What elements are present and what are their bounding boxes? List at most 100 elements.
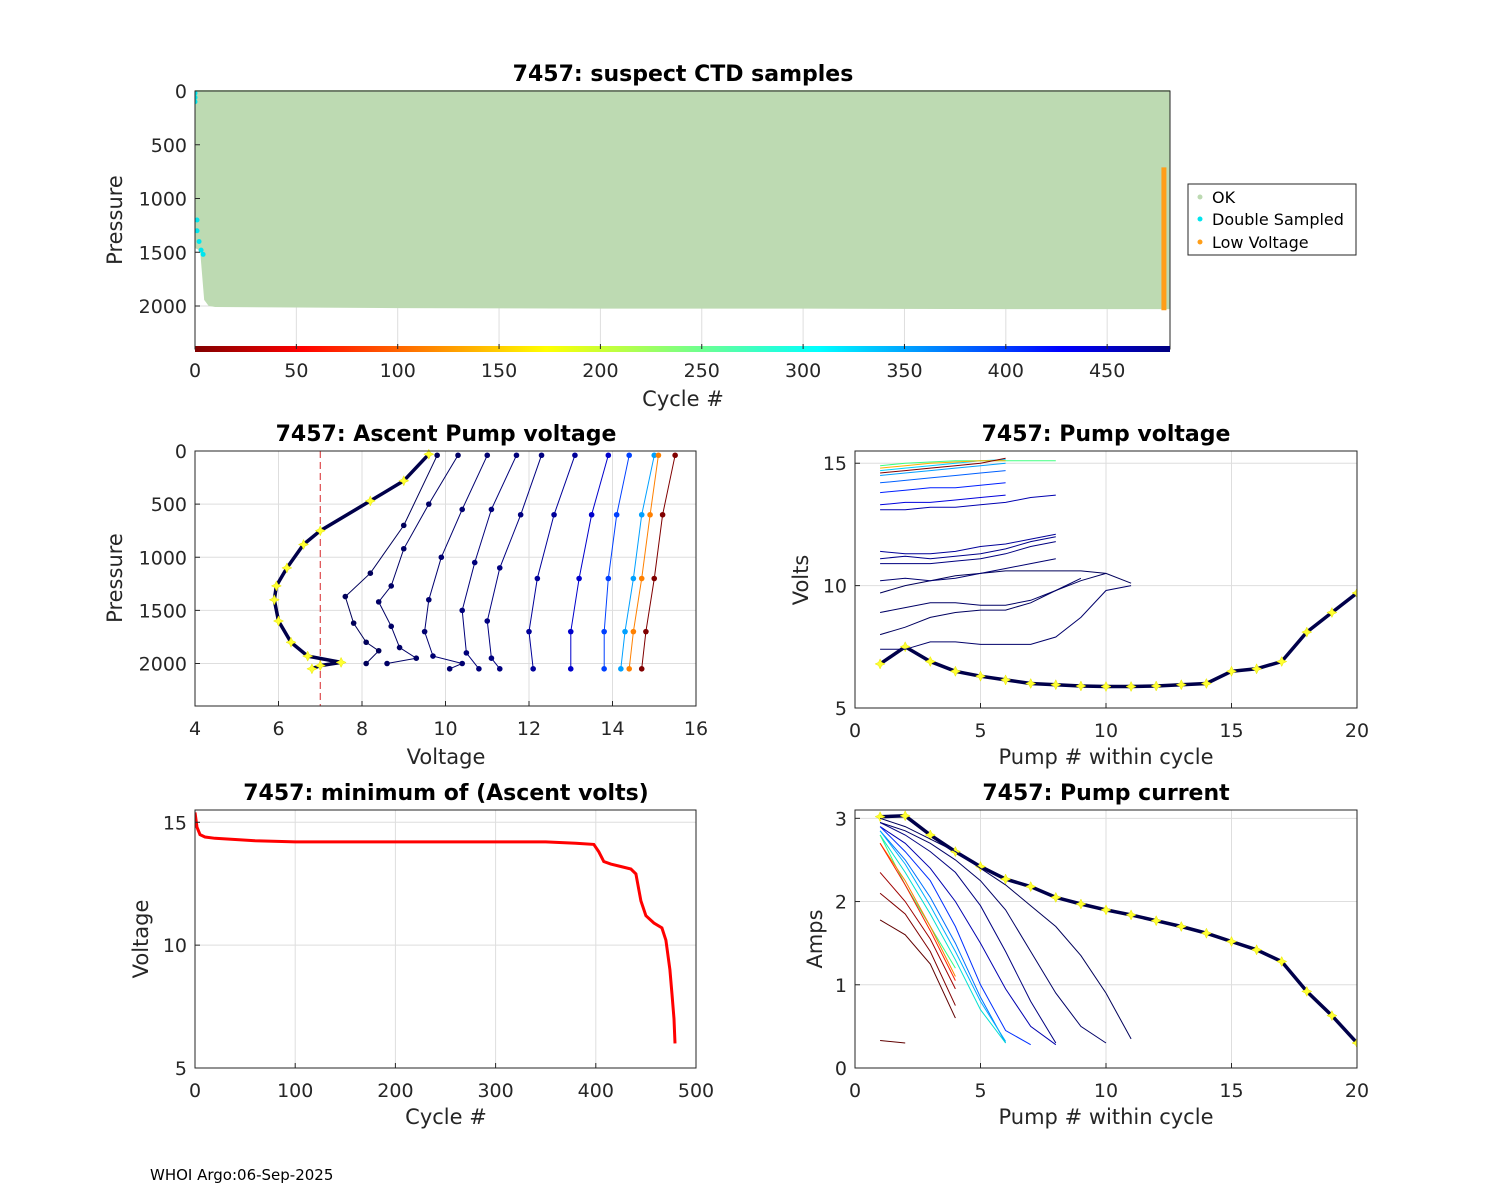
series-line-cycle-473 — [880, 558, 1056, 582]
series-marker-last-cycle — [1050, 891, 1062, 903]
series-line-cycle-465 — [461, 455, 517, 670]
series-marker-last-cycle — [999, 674, 1012, 686]
series-marker-cycle-400 — [601, 666, 607, 672]
series-marker-last-cycle — [268, 594, 280, 606]
x-tick-label: 5 — [974, 720, 986, 742]
ticks: 0 50 100 150 200 250 300 350 400 450 0 500 1000 1500 2… — [139, 81, 1126, 382]
series-marker-last-cycle — [1351, 1037, 1357, 1049]
x-tick-label: 500 — [678, 1080, 714, 1102]
series-marker-cycle-420 — [605, 452, 612, 459]
y-tick-label: 2000 — [139, 296, 187, 318]
chart-title: 7457: Pump voltage — [982, 422, 1231, 447]
double-sampled-point — [195, 99, 198, 105]
double-sampled-point — [198, 247, 204, 253]
series-line-cycle-476 — [879, 822, 1107, 1044]
series-marker-cycle-1 — [643, 628, 649, 635]
series-marker-cycle-474 — [388, 623, 395, 630]
x-tick-label: 400 — [988, 360, 1024, 382]
series-line-cycle-120 — [880, 460, 1006, 469]
ticks: 0 100 200 300 400 500 5 10 15 — [163, 812, 714, 1102]
y-axis-label: Amps — [803, 909, 827, 968]
y-tick-label: 500 — [151, 135, 187, 157]
chart-title: 7457: Pump current — [982, 781, 1230, 806]
series-line-cycle-200 — [880, 460, 1056, 467]
x-axis-label: Voltage — [407, 745, 486, 769]
series-marker-last-cycle — [1251, 944, 1263, 956]
series-marker-last-cycle — [285, 636, 297, 648]
series-marker-cycle-465 — [513, 452, 520, 459]
series-marker-cycle-474 — [375, 599, 382, 605]
x-tick-label: 150 — [481, 360, 517, 382]
x-tick-label: 0 — [189, 1080, 201, 1102]
plot-area — [195, 810, 696, 1068]
series-marker-cycle-474 — [455, 452, 461, 459]
series-marker-cycle-150 — [630, 628, 637, 635]
series-marker-cycle-474 — [388, 583, 395, 589]
y-axis-label: Voltage — [129, 900, 153, 979]
series-marker-last-cycle — [874, 658, 886, 670]
data-layer — [874, 810, 1357, 1049]
y-tick-label: 10 — [823, 576, 847, 598]
double-sampled-point — [195, 94, 198, 100]
x-axis-label: Cycle # — [642, 387, 724, 411]
series-marker-cycle-445 — [530, 666, 536, 672]
series-line-cycle-450 — [879, 826, 1057, 1046]
series-marker-last-cycle — [874, 811, 886, 823]
series-marker-cycle-150 — [647, 511, 653, 518]
ticks: 4 6 8 10 12 14 16 0 500 1000 1500 2000 — [139, 441, 708, 740]
series-marker-last-cycle — [1326, 606, 1338, 619]
series-marker-cycle-1 — [672, 452, 678, 459]
colorbar — [195, 346, 1170, 352]
series-marker-cycle-470 — [484, 452, 491, 459]
chart-title: 7457: Ascent Pump voltage — [276, 422, 617, 447]
x-tick-label: 300 — [477, 1080, 513, 1102]
y-axis-label: Pressure — [103, 533, 127, 623]
x-tick-label: 100 — [277, 1080, 313, 1102]
y-tick-label: 15 — [163, 812, 187, 834]
series-marker-last-cycle — [1175, 920, 1187, 933]
series-marker-last-cycle — [1100, 680, 1112, 693]
series-marker-cycle-474 — [384, 660, 390, 667]
series-marker-last-cycle — [314, 659, 326, 672]
series-marker-cycle-458 — [484, 618, 491, 624]
series-marker-cycle-470 — [430, 653, 436, 659]
series-marker-cycle-476 — [367, 570, 374, 576]
series-marker-cycle-300 — [638, 511, 645, 518]
axes-box — [194, 809, 697, 1069]
series-marker-cycle-420 — [567, 666, 574, 672]
x-tick-label: 400 — [578, 1080, 614, 1102]
series-marker-cycle-476 — [375, 647, 382, 654]
series-line-cycle-476 — [880, 577, 1082, 613]
y-tick-label: 2 — [835, 892, 847, 914]
data-layer — [195, 812, 677, 1044]
y-tick-label: 1 — [835, 975, 847, 997]
data-layer — [874, 457, 1357, 693]
x-tick-label: 350 — [886, 360, 922, 382]
data-layer — [268, 449, 678, 706]
series-marker-cycle-150 — [638, 575, 645, 582]
legend-entry-double-sampled: Double Sampled — [1212, 210, 1344, 229]
series-line-cycle-475 — [880, 585, 1132, 650]
legend-marker-low-voltage — [1197, 239, 1203, 245]
series-line-cycle-200 — [879, 834, 956, 969]
y-tick-label: 500 — [151, 494, 187, 516]
series-line-cycle-50 — [879, 872, 956, 990]
series-line-cycle-430 — [880, 494, 1006, 506]
series-marker-cycle-465 — [459, 607, 466, 614]
legend: OK Double Sampled Low Voltage — [1187, 183, 1357, 256]
series-marker-last-cycle — [306, 663, 318, 675]
series-line-cycle-420 — [879, 826, 1031, 1046]
series-marker-last-cycle — [1050, 679, 1062, 691]
series-marker-cycle-300 — [618, 666, 624, 672]
series-marker-cycle-300 — [622, 628, 628, 635]
chart-title: 7457: minimum of (Ascent volts) — [243, 781, 649, 806]
series-marker-cycle-474 — [400, 545, 407, 552]
x-axis-label: Cycle # — [405, 1105, 487, 1129]
series-marker-last-cycle — [302, 650, 314, 662]
series-marker-cycle-465 — [488, 506, 495, 513]
x-axis-label: Pump # within cycle — [999, 1105, 1214, 1129]
series-marker-cycle-458 — [496, 666, 503, 672]
series-marker-cycle-470 — [459, 506, 466, 513]
